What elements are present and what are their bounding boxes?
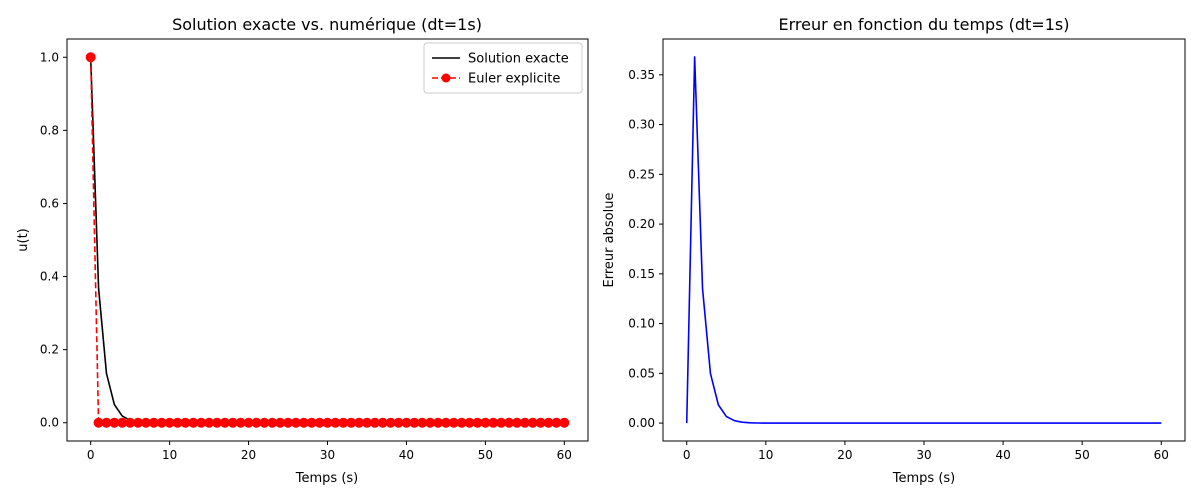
legend-entry-label: Euler explicite [468,72,560,87]
series-line-0 [685,56,1162,424]
chart-error-vs-time: Erreur en fonction du temps (dt=1s) Temp… [602,15,1186,486]
axis-ticks: 0 10 20 30 40 50 60 0.00 0.05 0.10 0.15 0.20 0.25 0.3… [628,68,1169,462]
plot-content [85,52,570,428]
x-tick-label: 40 [995,448,1010,462]
y-tick-label: 0.0 [40,416,59,430]
x-tick-label: 20 [837,448,852,462]
chart-exact-vs-numeric: Solution exacte vs. numérique (dt=1s) Te… [16,15,589,486]
legend-entry-label: Solution exacte [468,52,569,67]
x-tick-label: 10 [162,448,177,462]
data-point [85,52,96,63]
plot-content [685,56,1162,424]
y-tick-label: 0.35 [628,68,655,82]
y-tick-label: 0.10 [628,317,655,331]
legend-box [423,42,583,94]
y-tick-label: 0.30 [628,118,655,132]
x-tick-label: 40 [399,448,414,462]
x-tick-label: 30 [320,448,335,462]
y-axis-label: u(t) [16,228,31,251]
data-point [559,417,570,428]
x-tick-label: 50 [478,448,493,462]
x-tick-label: 0 [87,448,95,462]
y-tick-label: 0.2 [40,343,59,357]
x-tick-label: 60 [1154,448,1169,462]
chart-title: Erreur en fonction du temps (dt=1s) [779,15,1070,34]
axis-ticks: 0 10 20 30 40 50 60 0.0 0.2 0.4 0.6 0.8 1.0 [40,50,572,462]
y-tick-label: 0.00 [628,416,655,430]
x-tick-label: 50 [1075,448,1090,462]
plot-area [66,38,589,442]
chart-title: Solution exacte vs. numérique (dt=1s) [172,15,482,34]
x-axis-label: Temps (s) [892,471,955,486]
legend-swatch-marker [441,73,451,83]
y-tick-label: 1.0 [40,50,59,64]
y-tick-label: 0.15 [628,267,655,281]
y-axis-label: Erreur absolue [602,193,617,288]
x-tick-label: 60 [557,448,572,462]
x-axis-label: Temps (s) [295,471,358,486]
x-tick-label: 20 [241,448,256,462]
y-tick-label: 0.8 [40,123,59,137]
y-tick-label: 0.6 [40,196,59,210]
y-tick-label: 0.20 [628,217,655,231]
y-tick-label: 0.05 [628,366,655,380]
y-tick-label: 0.4 [40,270,59,284]
x-tick-label: 10 [758,448,773,462]
legend: Solution exacte Euler explicite [423,42,583,94]
y-tick-label: 0.25 [628,167,655,181]
x-tick-label: 30 [916,448,931,462]
x-tick-label: 0 [683,448,691,462]
